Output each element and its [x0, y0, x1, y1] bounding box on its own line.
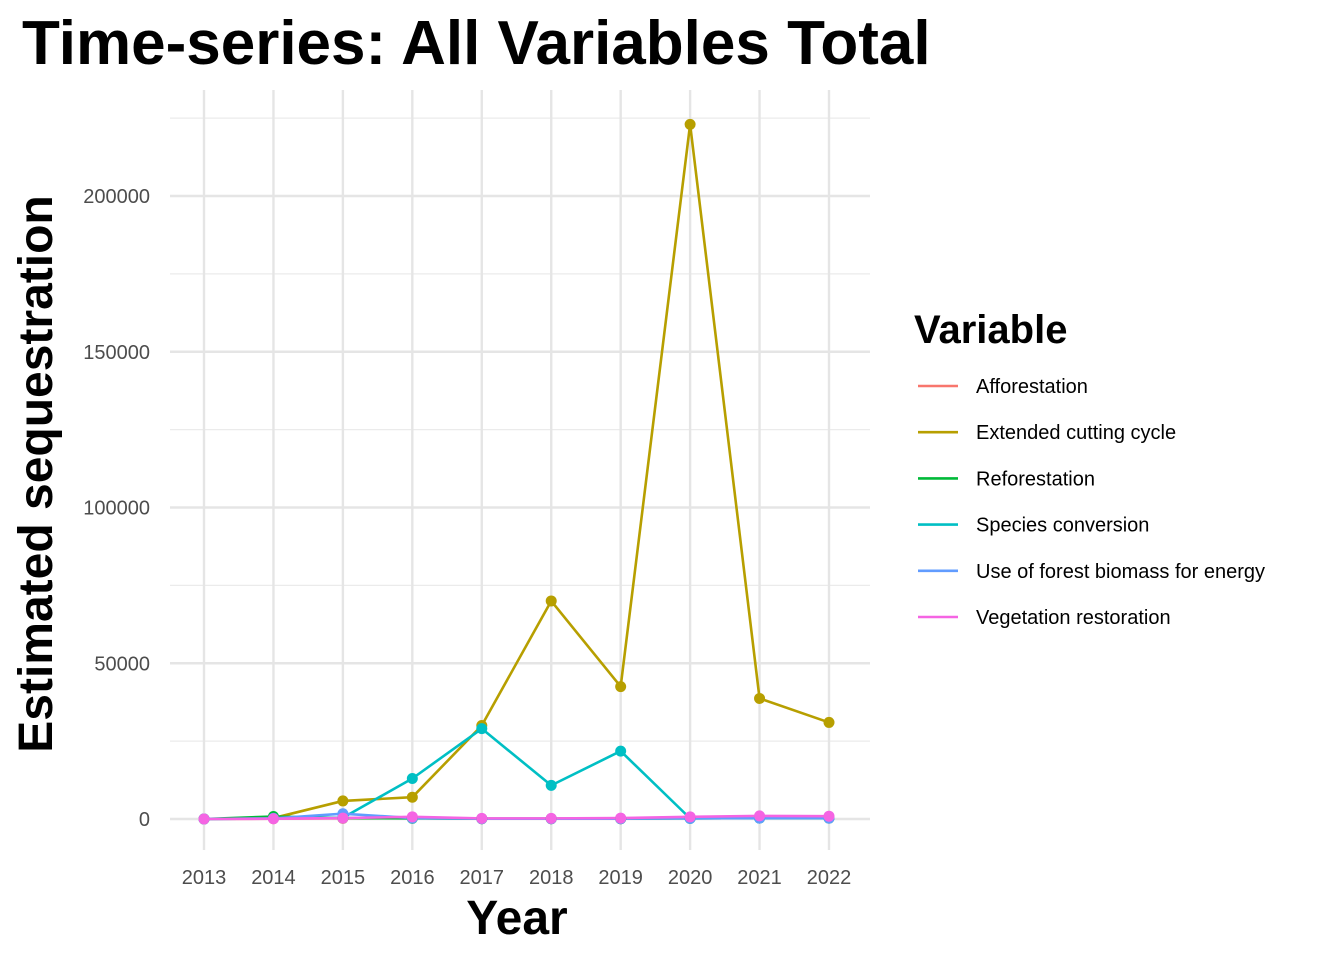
data-point: [615, 812, 627, 824]
x-tick-label: 2021: [737, 867, 782, 889]
legend-title: Variable: [914, 308, 1067, 352]
data-point: [754, 810, 766, 822]
x-tick-label: 2014: [251, 867, 296, 889]
y-tick-label: 0: [139, 809, 150, 831]
series-points: [198, 118, 835, 825]
x-tick-label: 2017: [460, 867, 505, 889]
data-point: [823, 716, 835, 728]
y-tick-label: 150000: [83, 342, 150, 364]
x-tick-label: 2022: [807, 867, 852, 889]
x-axis-ticks: 2013 2014 2015 2016 2017 2018 2019 2020 2021 2022: [182, 867, 852, 889]
y-tick-label: 100000: [83, 498, 150, 520]
grid: [170, 90, 870, 850]
legend-label: Afforestation: [976, 376, 1088, 398]
x-tick-label: 2018: [529, 867, 574, 889]
y-tick-label: 200000: [83, 186, 150, 208]
series-line: [203, 814, 830, 821]
data-point: [545, 595, 557, 607]
x-tick-label: 2015: [321, 867, 366, 889]
x-axis-title: Year: [466, 892, 567, 945]
data-point: [545, 812, 557, 824]
data-point: [615, 681, 627, 693]
y-axis-ticks: 0 50000 100000 150000 200000: [83, 186, 150, 831]
data-point: [754, 692, 766, 704]
data-point: [615, 745, 627, 757]
data-point: [267, 813, 279, 825]
series-lines: [203, 123, 830, 821]
data-point: [337, 795, 349, 807]
series-line: [203, 123, 830, 821]
data-point: [476, 812, 488, 824]
x-tick-label: 2019: [598, 867, 643, 889]
legend-label: Use of forest biomass for energy: [976, 561, 1265, 583]
data-point: [198, 813, 210, 825]
data-point: [406, 811, 418, 823]
legend-label: Extended cutting cycle: [976, 422, 1176, 444]
data-point: [684, 118, 696, 130]
data-point: [823, 810, 835, 822]
data-point: [684, 811, 696, 823]
x-tick-label: 2013: [182, 867, 227, 889]
data-point: [337, 812, 349, 824]
x-tick-label: 2020: [668, 867, 713, 889]
y-axis-title: Estimated sequestration: [10, 195, 63, 752]
data-point: [406, 791, 418, 803]
y-tick-label: 50000: [94, 653, 150, 675]
chart-title: Time-series: All Variables Total: [22, 9, 931, 78]
legend-label: Species conversion: [976, 515, 1149, 537]
legend-label: Vegetation restoration: [976, 607, 1171, 629]
data-point: [406, 773, 418, 785]
x-tick-label: 2016: [390, 867, 435, 889]
legend-label: Reforestation: [976, 468, 1095, 490]
data-point: [545, 779, 557, 791]
data-point: [476, 723, 488, 735]
legend: Afforestation Extended cutting cycle Refor…: [918, 376, 1265, 629]
series-line: [203, 727, 829, 821]
